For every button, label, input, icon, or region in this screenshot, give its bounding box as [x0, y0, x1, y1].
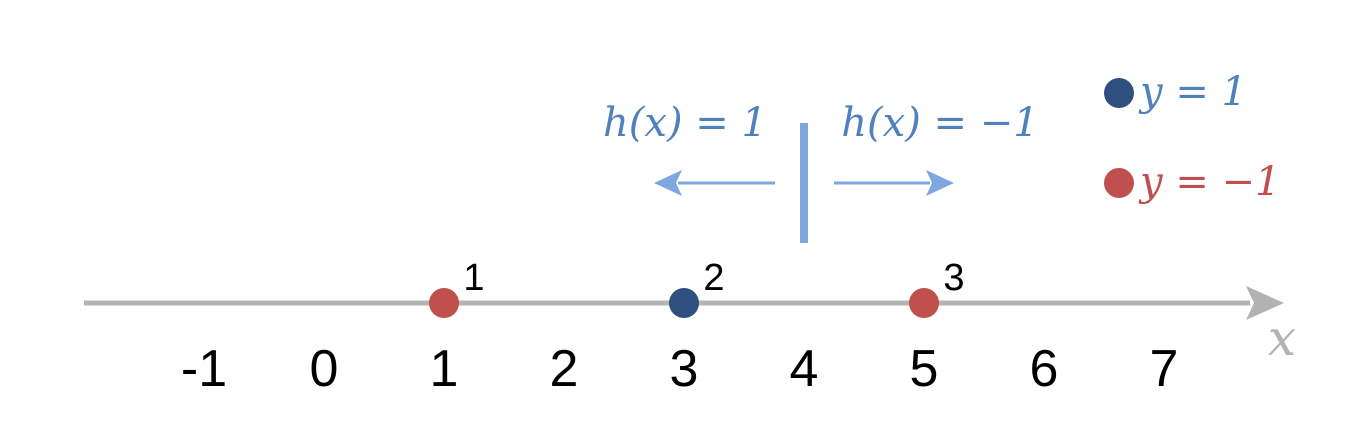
- data-point-negative: [429, 288, 459, 318]
- tick-label: 1: [430, 340, 459, 398]
- tick-label: 3: [670, 340, 699, 398]
- right-region-label: h(x) = −1: [841, 100, 1038, 146]
- axis-variable-label: x: [1268, 309, 1296, 367]
- legend-label-negative: y = −1: [1138, 159, 1281, 205]
- legend-marker-negative: [1104, 168, 1134, 198]
- data-point-negative: [909, 288, 939, 318]
- right-arrowhead: [926, 170, 954, 196]
- legend-marker-positive: [1104, 78, 1134, 108]
- axis-arrowhead: [1246, 286, 1284, 320]
- tick-label: 6: [1030, 340, 1059, 398]
- left-region-label: h(x) = 1: [603, 100, 767, 146]
- tick-label: 5: [910, 340, 939, 398]
- tick-label: -1: [181, 340, 227, 398]
- data-point-positive: [669, 288, 699, 318]
- data-points: 1 2 3: [429, 257, 965, 318]
- data-point-label: 2: [703, 257, 724, 299]
- legend: y = 1 y = −1: [1104, 69, 1281, 205]
- tick-labels: -1 0 1 2 3 4 5 6 7: [181, 340, 1179, 398]
- tick-label: 4: [790, 340, 819, 398]
- threshold-marker: h(x) = 1 h(x) = −1: [603, 100, 1039, 243]
- number-line: x: [84, 286, 1296, 367]
- data-point-label: 1: [463, 257, 484, 299]
- tick-label: 0: [310, 340, 339, 398]
- tick-label: 2: [550, 340, 579, 398]
- data-point-label: 3: [943, 257, 964, 299]
- left-arrowhead: [654, 170, 682, 196]
- tick-label: 7: [1150, 340, 1179, 398]
- legend-label-positive: y = 1: [1138, 69, 1247, 115]
